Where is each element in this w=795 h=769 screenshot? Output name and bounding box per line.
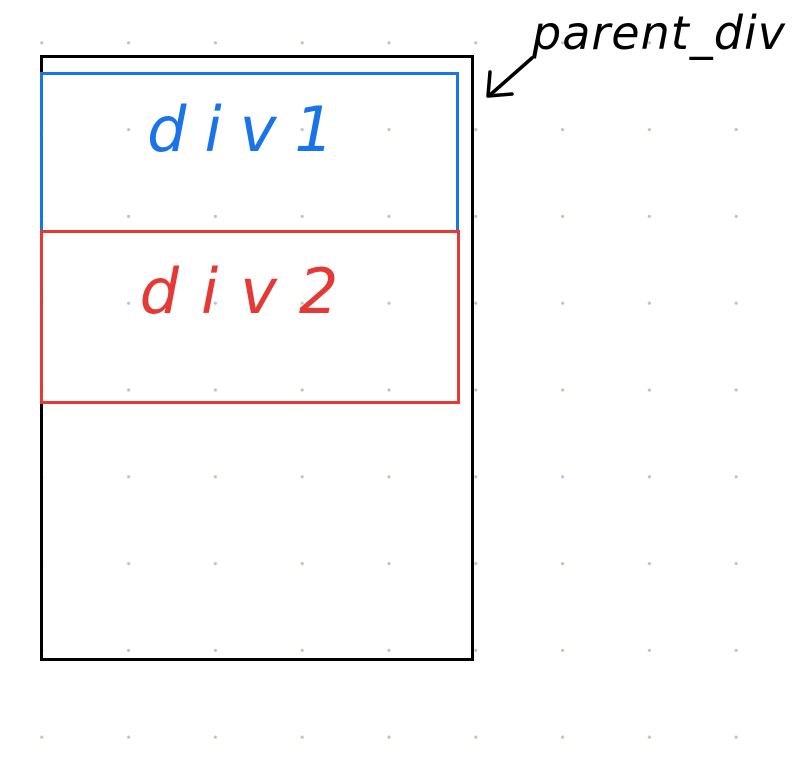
div2-label: div2	[139, 255, 361, 328]
annotation-arrow-icon	[486, 56, 534, 98]
div2-box: div2	[40, 230, 460, 404]
div1-box: div1	[40, 72, 459, 233]
div1-label: div1	[147, 93, 352, 166]
parent-div-annotation: parent_div	[532, 6, 786, 60]
